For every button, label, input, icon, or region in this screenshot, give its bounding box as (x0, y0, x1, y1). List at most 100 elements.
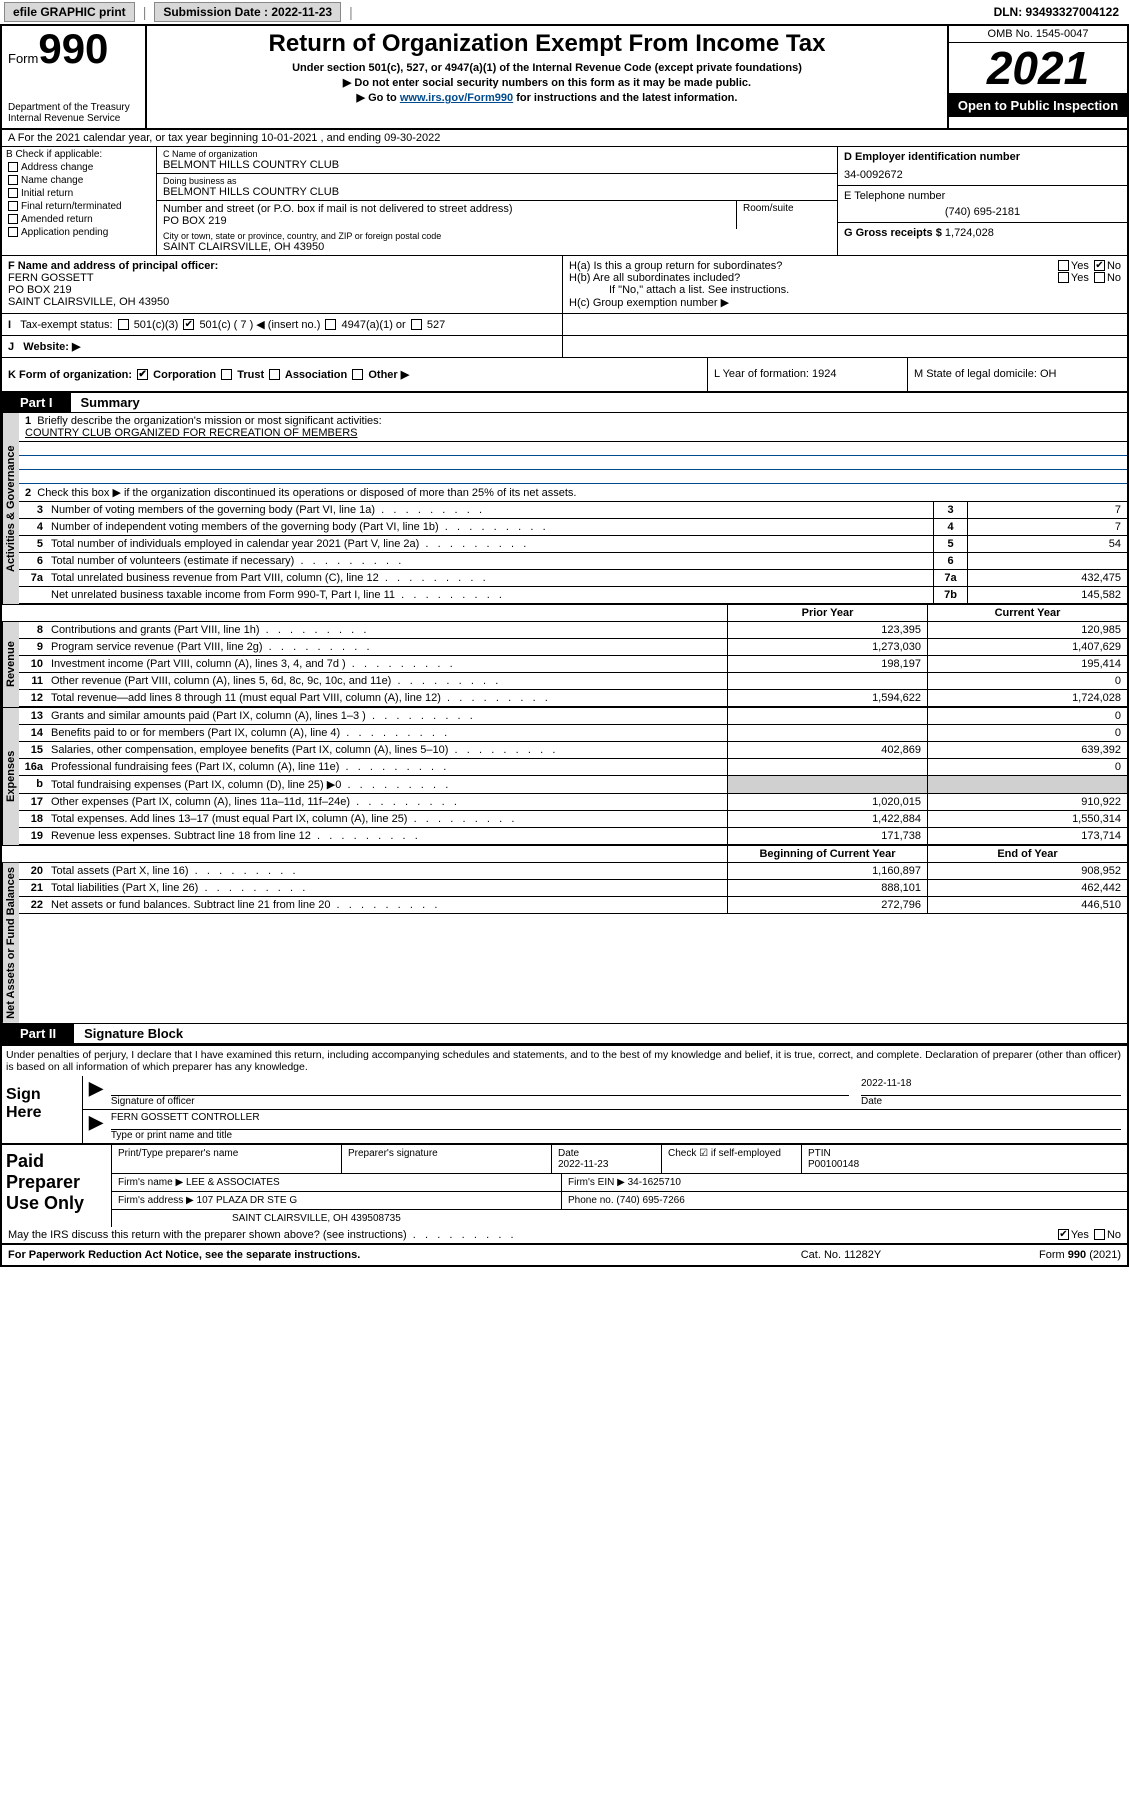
top-toolbar: efile GRAPHIC print | Submission Date : … (0, 0, 1129, 24)
row-j: J Website: ▶ (2, 336, 1127, 358)
part2-label: Signature Block (74, 1024, 193, 1043)
header-sub1: Under section 501(c), 527, or 4947(a)(1)… (153, 62, 941, 74)
prep-self: Check ☑ if self-employed (662, 1145, 802, 1173)
gov-line: 7aTotal unrelated business revenue from … (19, 570, 1127, 587)
data-line: 14Benefits paid to or for members (Part … (19, 725, 1127, 742)
hb-yes[interactable] (1058, 272, 1069, 283)
year-formation: L Year of formation: 1924 (707, 358, 907, 391)
row-k: K Form of organization: Corporation Trus… (2, 358, 1127, 393)
form-title: Return of Organization Exempt From Incom… (153, 30, 941, 58)
checkbox-final[interactable] (8, 201, 18, 211)
checkbox-initial[interactable] (8, 188, 18, 198)
4947-box[interactable] (325, 319, 336, 330)
efile-print-button[interactable]: efile GRAPHIC print (4, 2, 135, 22)
prior-current-header: x Prior Year Current Year (2, 605, 1127, 622)
discuss-no[interactable] (1094, 1229, 1105, 1240)
501c3-box[interactable] (118, 319, 129, 330)
section-governance: Activities & Governance 1 Briefly descri… (2, 413, 1127, 605)
addr-label: Number and street (or P.O. box if mail i… (163, 203, 730, 215)
hb-no[interactable] (1094, 272, 1105, 283)
part2-header: Part II Signature Block (2, 1024, 1127, 1044)
h-block: H(a) Is this a group return for subordin… (562, 256, 1127, 313)
officer-name: FERN GOSSETT CONTROLLER (111, 1112, 1121, 1130)
prior-year-hdr: Prior Year (727, 605, 927, 621)
side-revenue: Revenue (2, 622, 19, 707)
addr: PO BOX 219 (163, 215, 730, 227)
data-line: bTotal fundraising expenses (Part IX, co… (19, 776, 1127, 794)
other-box[interactable] (352, 369, 363, 380)
data-line: 12Total revenue—add lines 8 through 11 (… (19, 690, 1127, 707)
check-b: B Check if applicable: Address change Na… (2, 147, 157, 255)
row-i: I Tax-exempt status: 501(c)(3) 501(c) ( … (2, 314, 1127, 336)
data-line: 22Net assets or fund balances. Subtract … (19, 897, 1127, 914)
501c-box[interactable] (183, 319, 194, 330)
data-line: 11Other revenue (Part VIII, column (A), … (19, 673, 1127, 690)
data-line: 13Grants and similar amounts paid (Part … (19, 708, 1127, 725)
gov-line: 3Number of voting members of the governi… (19, 502, 1127, 519)
sign-here-label: Sign Here (2, 1076, 82, 1143)
discuss-yes[interactable] (1058, 1229, 1069, 1240)
paid-preparer: Paid Preparer Use Only Print/Type prepar… (2, 1143, 1127, 1227)
assoc-box[interactable] (269, 369, 280, 380)
beg-year-hdr: Beginning of Current Year (727, 846, 927, 862)
ha-no[interactable] (1094, 260, 1105, 271)
dept-treasury: Department of the Treasury Internal Reve… (8, 102, 139, 124)
footer-right: Form 990 (2021) (941, 1249, 1121, 1261)
prep-hdr-name: Print/Type preparer's name (112, 1145, 342, 1173)
form-container: Form990 Department of the Treasury Inter… (0, 24, 1129, 1267)
data-line: 9Program service revenue (Part VIII, lin… (19, 639, 1127, 656)
gov-line: 4Number of independent voting members of… (19, 519, 1127, 536)
side-governance: Activities & Governance (2, 413, 19, 604)
part1-tab: Part I (2, 393, 71, 412)
gov-line: 6Total number of volunteers (estimate if… (19, 553, 1127, 570)
row-fh: F Name and address of principal officer:… (2, 255, 1127, 314)
sig-officer-label: Signature of officer (111, 1096, 849, 1107)
dba-label: Doing business as (163, 176, 831, 186)
section-revenue: Revenue 8Contributions and grants (Part … (2, 622, 1127, 708)
irs-link[interactable]: www.irs.gov/Form990 (400, 92, 513, 104)
data-line: 15Salaries, other compensation, employee… (19, 742, 1127, 759)
room-suite: Room/suite (737, 201, 837, 229)
data-line: 16aProfessional fundraising fees (Part I… (19, 759, 1127, 776)
data-line: 8Contributions and grants (Part VIII, li… (19, 622, 1127, 639)
data-line: 21Total liabilities (Part X, line 26)888… (19, 880, 1127, 897)
checkbox-name[interactable] (8, 175, 18, 185)
arrow-icon: ▶ (89, 1112, 103, 1141)
checkbox-pending[interactable] (8, 227, 18, 237)
527-box[interactable] (411, 319, 422, 330)
checkbox-address[interactable] (8, 162, 18, 172)
tel-value: (740) 695-2181 (844, 206, 1121, 218)
footer-mid: Cat. No. 11282Y (741, 1249, 941, 1261)
divider: | (141, 4, 149, 20)
sig-date: 2022-11-18 (861, 1078, 1121, 1096)
omb-number: OMB No. 1545-0047 (949, 26, 1127, 43)
header-mid: Return of Organization Exempt From Incom… (147, 26, 947, 128)
current-year-hdr: Current Year (927, 605, 1127, 621)
officer-name-label: Type or print name and title (111, 1130, 1121, 1141)
header-left: Form990 Department of the Treasury Inter… (2, 26, 147, 128)
checkbox-amended[interactable] (8, 214, 18, 224)
ha-yes[interactable] (1058, 260, 1069, 271)
part2-tab: Part II (2, 1024, 74, 1043)
meta-right: D Employer identification number 34-0092… (837, 147, 1127, 255)
side-netassets: Net Assets or Fund Balances (2, 863, 19, 1023)
ein-value: 34-0092672 (844, 169, 1121, 181)
open-public: Open to Public Inspection (949, 93, 1127, 117)
org-name-label: C Name of organization (163, 149, 831, 159)
divider: | (347, 4, 355, 20)
sig-date-label: Date (861, 1096, 1121, 1107)
arrow-icon: ▶ (89, 1078, 103, 1107)
footer-left: For Paperwork Reduction Act Notice, see … (8, 1249, 741, 1261)
trust-box[interactable] (221, 369, 232, 380)
state-domicile: M State of legal domicile: OH (907, 358, 1127, 391)
data-line: 17Other expenses (Part IX, column (A), l… (19, 794, 1127, 811)
ein-label: D Employer identification number (844, 151, 1121, 163)
corp-box[interactable] (137, 369, 148, 380)
sign-here: Sign Here ▶ Signature of officer 2022-11… (2, 1076, 1127, 1143)
section-expenses: Expenses 13Grants and similar amounts pa… (2, 708, 1127, 846)
tax-year: 2021 (949, 43, 1127, 93)
section-netassets: Net Assets or Fund Balances 20Total asse… (2, 863, 1127, 1024)
prep-label: Paid Preparer Use Only (2, 1145, 112, 1227)
city: SAINT CLAIRSVILLE, OH 43950 (163, 241, 831, 253)
row-a-period: A For the 2021 calendar year, or tax yea… (2, 130, 1127, 147)
